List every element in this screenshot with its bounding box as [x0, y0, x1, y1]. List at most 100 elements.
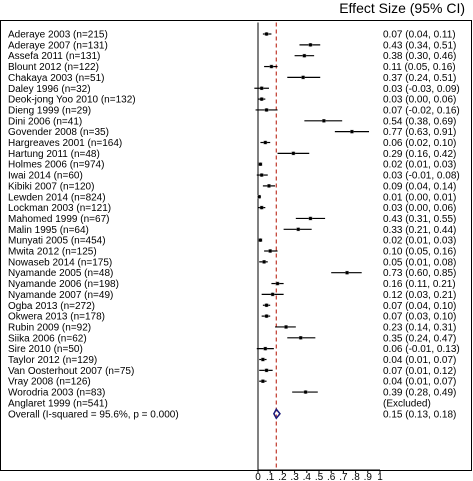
x-tick-label: .7: [339, 472, 348, 481]
point-estimate: [350, 130, 354, 134]
study-estimate: 0.39 (0.28, 0.49): [383, 388, 456, 399]
study-estimate: 0.03 (0.00, 0.06): [383, 203, 456, 214]
study-label: Sire 2010 (n=50): [8, 344, 83, 355]
point-estimate: [264, 108, 269, 112]
study-label: Hartung 2011 (n=48): [8, 149, 100, 160]
point-estimate: [301, 75, 305, 79]
point-estimate: [322, 119, 326, 123]
study-label: Nyamande 2005 (n=48): [8, 268, 113, 279]
point-estimate: [263, 347, 267, 351]
study-estimate: 0.37 (0.24, 0.51): [383, 73, 456, 84]
study-estimate: 0.07 (0.04, 0.11): [383, 30, 456, 41]
effect-size-header: Effect Size (95% CI): [339, 0, 465, 16]
study-estimate: 0.03 (-0.03, 0.09): [383, 84, 460, 95]
point-estimate: [269, 64, 274, 69]
study-estimate: 0.07 (0.04, 0.10): [383, 301, 456, 312]
point-estimate: [299, 336, 303, 340]
study-estimate: 0.11 (0.05, 0.16): [383, 62, 456, 73]
study-estimate: 0.33 (0.21, 0.44): [383, 225, 456, 236]
study-estimate: 0.04 (0.01, 0.07): [383, 355, 456, 366]
study-label: Nyamande 2007 (n=49): [8, 290, 113, 301]
study-label: Govender 2008 (n=35): [8, 127, 109, 138]
study-estimate: 0.01 (0.00, 0.01): [383, 192, 456, 203]
x-tick-label: .2: [278, 472, 287, 481]
study-label: Nyamande 2006 (n=198): [8, 279, 119, 290]
study-estimate: 0.03 (0.00, 0.06): [383, 95, 456, 106]
study-estimate: (Excluded): [383, 398, 431, 409]
study-label: Holmes 2006 (n=974): [8, 160, 104, 171]
study-label: Hargreaves 2001 (n=164): [8, 138, 122, 149]
point-estimate: [268, 249, 272, 253]
study-estimate: 0.09 (0.04, 0.14): [383, 181, 456, 192]
study-label: Munyati 2005 (n=454): [8, 236, 106, 247]
study-label: Aderaye 2007 (n=131): [8, 40, 108, 51]
study-estimate: 0.05 (0.01, 0.08): [383, 257, 456, 268]
study-estimate: 0.43 (0.34, 0.51): [383, 40, 456, 51]
point-estimate: [303, 390, 308, 394]
study-label: Worodria 2003 (n=83): [8, 388, 105, 399]
study-estimate: 0.02 (0.01, 0.03): [383, 236, 456, 247]
study-label: Siika 2006 (n=62): [8, 333, 87, 344]
study-label: Mahomed 1999 (n=67): [8, 214, 109, 225]
study-label: Lewden 2014 (n=824): [8, 192, 106, 203]
overall-label: Overall (I-squared = 95.6%, p = 0.000): [8, 409, 179, 420]
study-estimate: 0.07 (0.03, 0.10): [383, 312, 456, 323]
point-estimate: [260, 206, 264, 210]
x-tick-label: .4: [303, 472, 312, 481]
study-estimate: 0.73 (0.60, 0.85): [383, 268, 456, 279]
study-label: Malin 1995 (n=64): [8, 225, 89, 236]
point-estimate: [261, 357, 265, 362]
overall-diamond: [273, 407, 281, 420]
point-estimate: [345, 271, 349, 275]
study-estimate: 0.38 (0.30, 0.46): [383, 51, 456, 62]
study-estimate: 0.16 (0.11, 0.21): [383, 279, 456, 290]
x-tick-label: .8: [351, 472, 360, 481]
point-estimate: [302, 54, 306, 58]
study-estimate: 0.12 (0.03, 0.21): [383, 290, 456, 301]
study-label: Lockman 2003 (n=121): [8, 203, 111, 214]
point-estimate: [284, 325, 288, 329]
study-label: Mwita 2012 (n=125): [8, 247, 97, 258]
point-estimate: [308, 43, 313, 47]
study-estimate: 0.04 (0.01, 0.07): [383, 377, 456, 388]
point-estimate: [264, 314, 269, 318]
study-label: Dini 2006 (n=41): [8, 116, 82, 127]
point-estimate: [308, 216, 313, 221]
study-label: Anglaret 1999 (n=541): [8, 398, 108, 409]
point-estimate: [262, 260, 266, 264]
study-label: Taylor 2012 (n=129): [8, 355, 97, 366]
x-tick-label: .3: [290, 472, 299, 481]
study-estimate: 0.43 (0.31, 0.55): [383, 214, 456, 225]
point-estimate: [264, 368, 269, 372]
x-tick-label: .6: [327, 472, 336, 481]
point-estimate: [260, 97, 264, 101]
point-estimate: [261, 379, 265, 383]
study-estimate: 0.29 (0.16, 0.42): [383, 149, 456, 160]
study-estimate: 0.07 (-0.02, 0.16): [383, 105, 460, 116]
study-label: Deok-jong Yoo 2010 (n=132): [8, 95, 136, 106]
x-tick-label: 0: [255, 472, 261, 481]
x-tick-label: 1: [377, 472, 383, 481]
x-tick-label: .9: [364, 472, 373, 481]
study-label: Iwai 2014 (n=60): [8, 171, 83, 182]
point-estimate: [260, 86, 264, 90]
study-label: Van Oosterhout 2007 (n=75): [8, 366, 134, 377]
point-estimate: [271, 292, 275, 296]
point-estimate: [264, 303, 269, 307]
study-estimate: 0.07 (0.01, 0.12): [383, 366, 456, 377]
point-estimate: [264, 32, 269, 36]
study-label: Nowaseb 2014 (n=175): [8, 257, 112, 268]
study-label: Dieng 1999 (n=29): [8, 105, 91, 116]
study-estimate: 0.54 (0.38, 0.69): [383, 116, 456, 127]
point-estimate: [258, 162, 263, 166]
study-label: Ogba 2013 (n=272): [8, 301, 95, 312]
point-estimate: [263, 140, 267, 145]
study-estimate: 0.35 (0.24, 0.47): [383, 333, 456, 344]
study-estimate: 0.23 (0.14, 0.31): [383, 322, 456, 333]
study-label: Kibiki 2007 (n=120): [8, 181, 94, 192]
point-estimate: [257, 195, 261, 199]
study-label: Rubin 2009 (n=92): [8, 322, 91, 333]
study-label: Assefa 2011 (n=131): [8, 51, 100, 62]
study-estimate: 0.06 (0.02, 0.10): [383, 138, 456, 149]
